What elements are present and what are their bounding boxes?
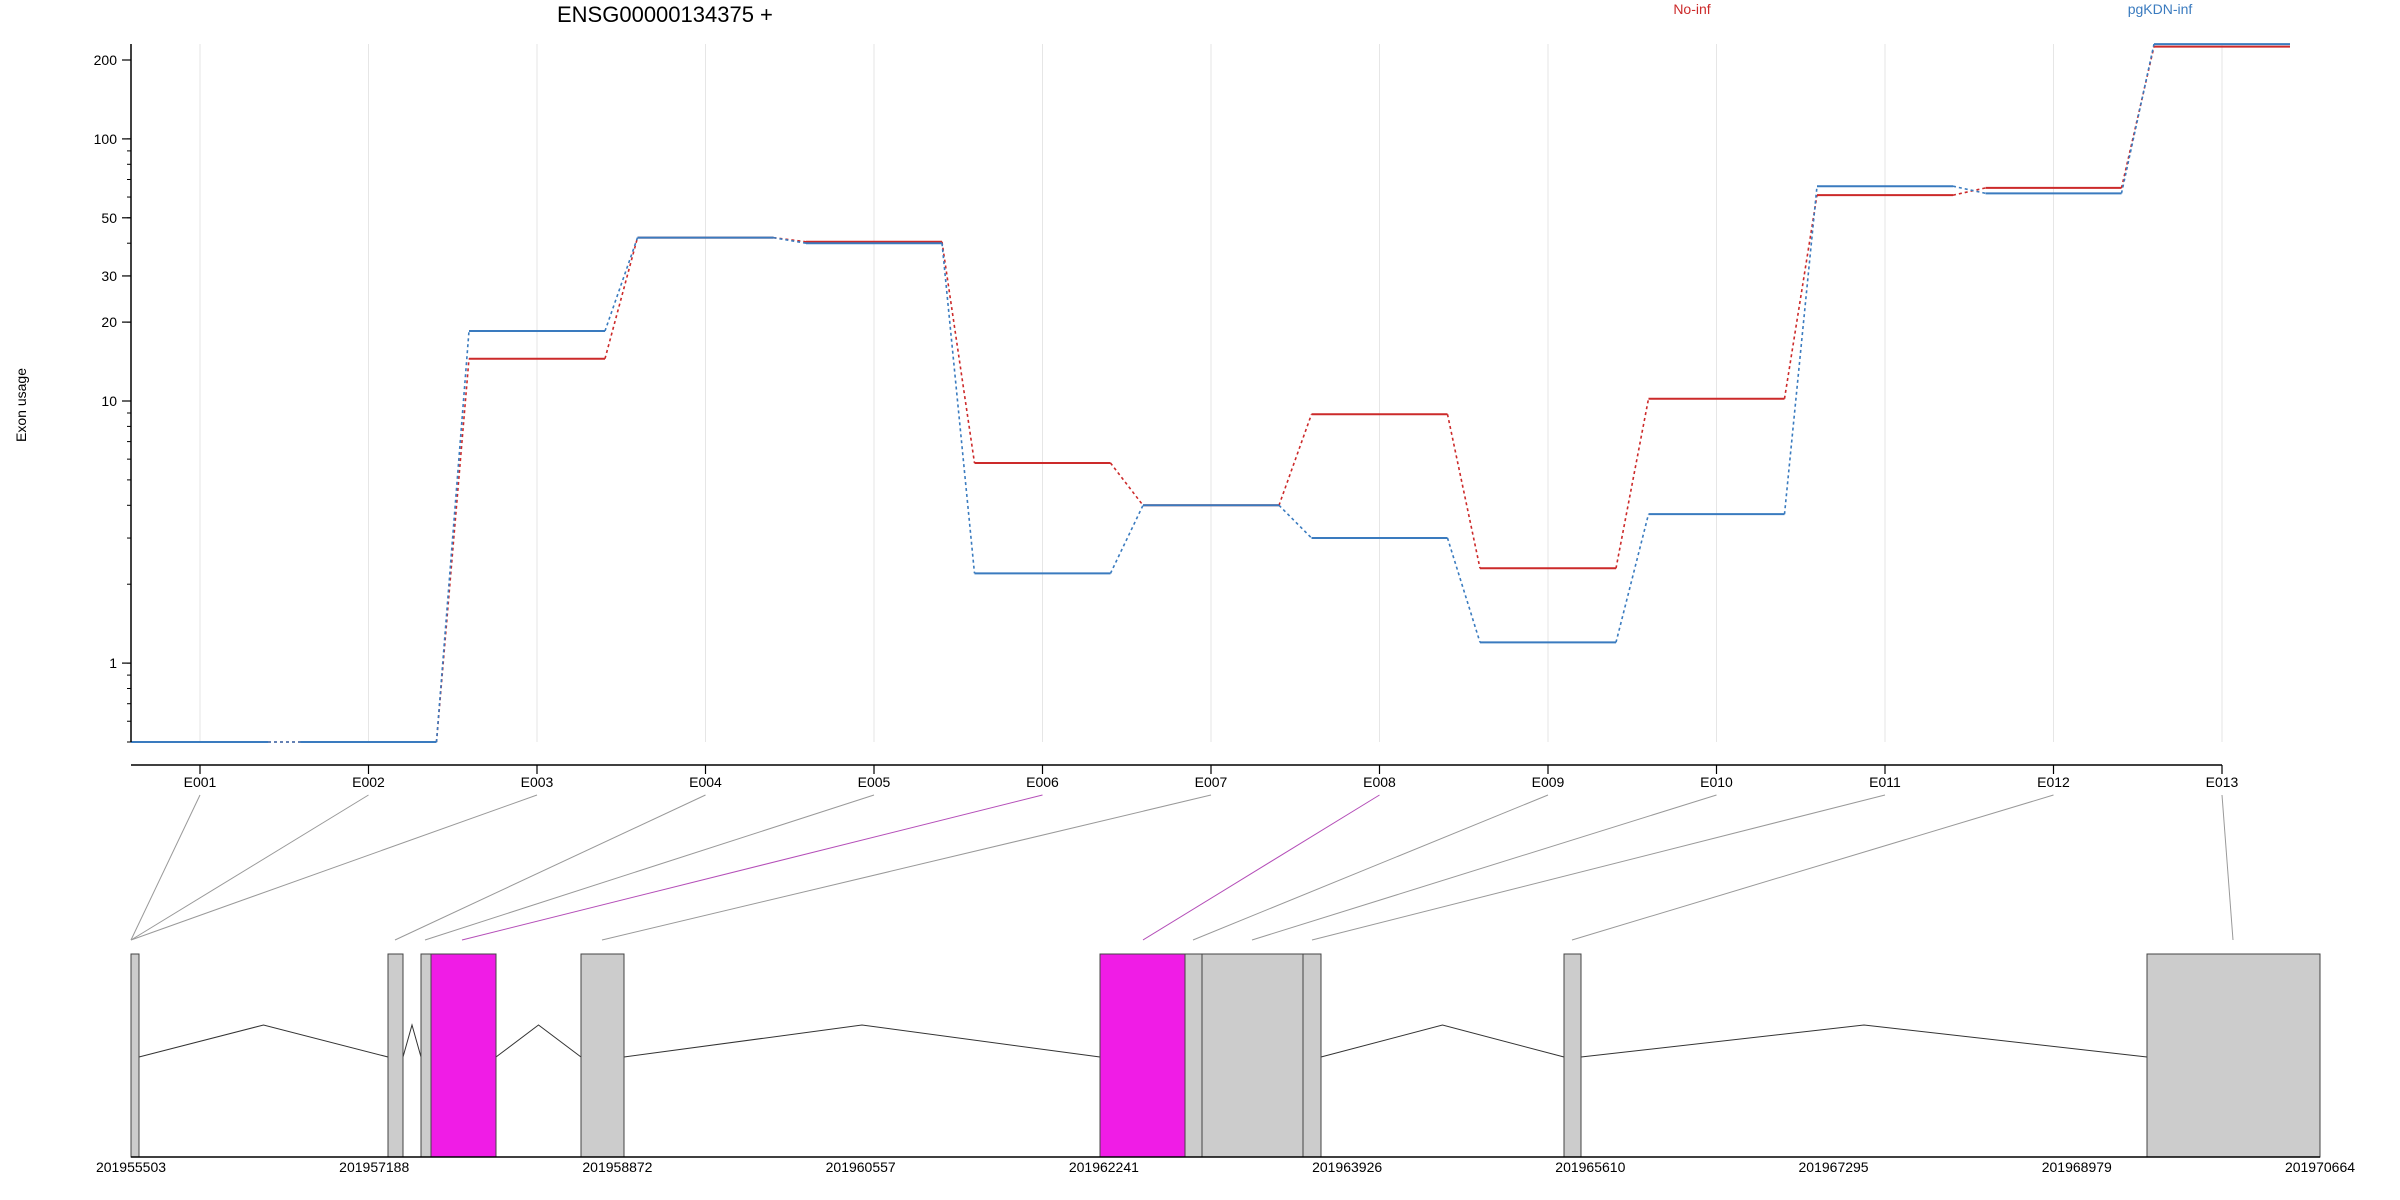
series-transition — [1109, 462, 1144, 506]
exon-connector — [1192, 794, 1549, 941]
axis-layer: 1 10 20 30 50 100 200 E001 E002 E003 E004 E005 E006 E… — [94, 44, 2239, 790]
legend: No-inf pgKDN-inf — [1673, 1, 2192, 17]
y-tick-label: 1 — [109, 655, 117, 671]
series-transition — [1952, 187, 1986, 196]
x-tick-label: E001 — [184, 774, 217, 790]
exon-connector — [424, 794, 875, 941]
intron-line — [1580, 1024, 2148, 1058]
genomic-tick-label: 201962241 — [1069, 1159, 1139, 1175]
exon-connector — [461, 794, 1043, 941]
x-tick-label: E013 — [2206, 774, 2239, 790]
series-transition — [435, 358, 470, 743]
exon-connector — [130, 794, 369, 941]
genomic-tick-label: 201965610 — [1555, 1159, 1625, 1175]
gene-model: 201955503 201957188 201958872 201960557 2019… — [96, 953, 2355, 1175]
y-tick-label: 20 — [101, 314, 117, 330]
genomic-tick-label: 201963926 — [1312, 1159, 1382, 1175]
y-tick-label: 30 — [101, 268, 117, 284]
exon-block — [420, 953, 432, 1158]
exon-connector — [1311, 794, 1886, 941]
connector-layer — [130, 794, 2234, 941]
y-tick-label: 200 — [94, 52, 118, 68]
exon-block-highlight — [430, 953, 497, 1158]
exon-block-highlight — [1099, 953, 1186, 1158]
intron-line — [495, 1024, 582, 1058]
x-tick-label: E007 — [1195, 774, 1228, 790]
genomic-tick-label: 201960557 — [826, 1159, 896, 1175]
series-transition — [1278, 413, 1313, 506]
exon-connector — [2221, 794, 2234, 941]
series-transition — [1109, 504, 1144, 574]
intron-line — [623, 1024, 1101, 1058]
series-transition — [1446, 537, 1481, 643]
series-transition — [1783, 186, 1818, 515]
series-transition — [1446, 414, 1481, 569]
exon-block — [580, 953, 625, 1158]
genomic-tick-label: 201958872 — [582, 1159, 652, 1175]
genomic-tick-label: 201967295 — [1799, 1159, 1869, 1175]
exon-block — [1184, 953, 1203, 1158]
genomic-tick-label: 201955503 — [96, 1159, 166, 1175]
exon-connector — [601, 794, 1212, 941]
series-layer — [131, 43, 2290, 743]
exon-block — [2146, 953, 2321, 1158]
x-tick-label: E010 — [1700, 774, 1733, 790]
series-transition — [773, 236, 807, 244]
x-tick-label: E005 — [858, 774, 891, 790]
chart-title: ENSG00000134375 + — [557, 2, 773, 27]
series-transition — [435, 330, 470, 743]
genomic-tick-label: 201968979 — [2042, 1159, 2112, 1175]
series-transition — [1278, 504, 1313, 539]
exon-block — [1201, 953, 1304, 1158]
exon-block — [387, 953, 404, 1158]
series-transition — [2120, 43, 2155, 194]
series-transition — [604, 237, 639, 332]
y-tick-label: 10 — [101, 393, 117, 409]
exon-block — [1302, 953, 1322, 1158]
series-transition — [773, 236, 807, 243]
x-tick-label: E006 — [1026, 774, 1059, 790]
legend-entry: No-inf — [1673, 1, 1710, 17]
series-transition — [941, 243, 976, 574]
exon-connector — [394, 794, 706, 941]
x-tick-label: E008 — [1363, 774, 1396, 790]
x-tick-label: E011 — [1869, 774, 1901, 790]
exon-block — [1563, 953, 1582, 1158]
series-transition — [941, 241, 976, 464]
x-tick-label: E009 — [1532, 774, 1565, 790]
genomic-tick-label: 201957188 — [339, 1159, 409, 1175]
x-tick-label: E012 — [2037, 774, 2070, 790]
x-tick-label: E002 — [352, 774, 385, 790]
exon-connector — [130, 794, 538, 941]
exon-block — [130, 953, 140, 1158]
exon-connector — [1142, 794, 1380, 941]
intron-line — [1320, 1024, 1565, 1058]
y-axis-label: Exon usage — [13, 368, 29, 442]
series-transition — [1783, 195, 1818, 399]
legend-entry: pgKDN-inf — [2128, 1, 2193, 17]
genomic-tick-label: 201970664 — [2285, 1159, 2355, 1175]
intron-line — [138, 1024, 389, 1058]
series-transition — [1615, 513, 1650, 643]
series-transition — [604, 237, 639, 359]
series-transition — [1615, 398, 1650, 569]
intron-line — [402, 1023, 422, 1058]
x-tick-label: E003 — [521, 774, 554, 790]
grid-layer — [199, 44, 2223, 742]
series-transition — [1952, 185, 1986, 195]
y-tick-label: 50 — [101, 210, 117, 226]
y-tick-label: 100 — [94, 131, 118, 147]
x-tick-label: E004 — [689, 774, 722, 790]
exon-connector — [1571, 794, 2054, 941]
exon-connector — [1251, 794, 1717, 941]
exon-connector — [130, 794, 201, 941]
